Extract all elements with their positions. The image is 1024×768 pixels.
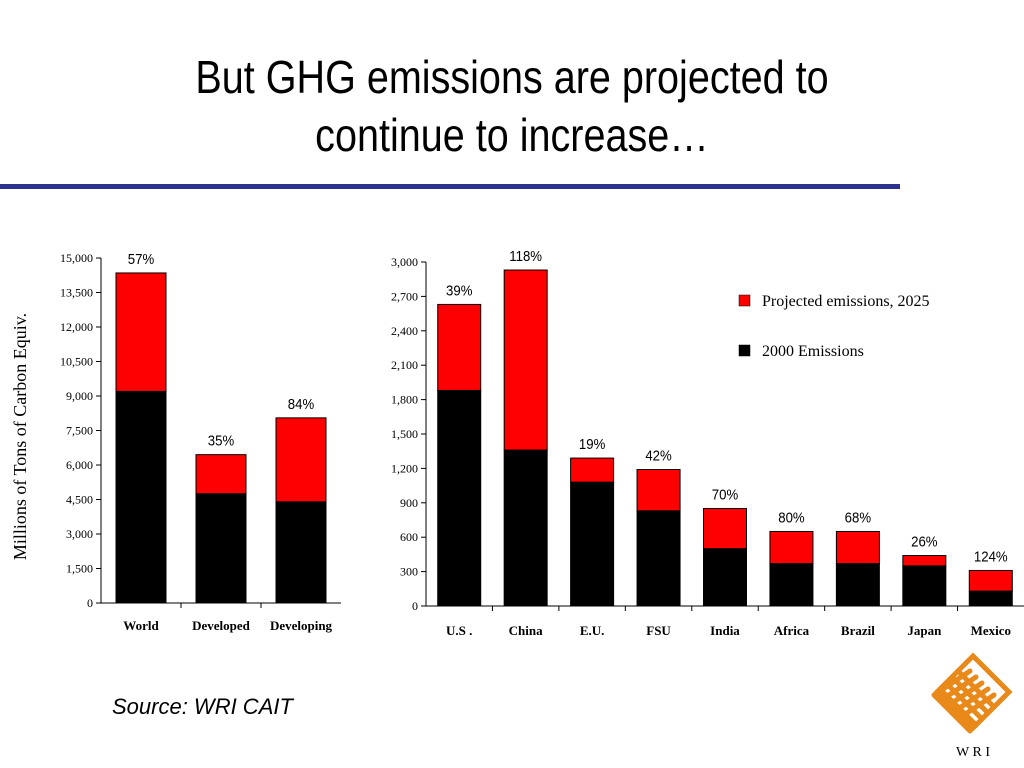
country-emissions-chart: 0 300 600 900 1,200 1,500 1,800 2,100 2,400 2,700…: [391, 247, 1024, 638]
bar-projected-world: [115, 272, 167, 392]
y-tick-label: 600: [400, 530, 418, 544]
bar-2000-fsu: [636, 510, 681, 607]
bar-2000-e-u: [570, 481, 615, 607]
y-tick-label: 1,500: [66, 562, 93, 576]
bar-projected-u-s: [437, 303, 482, 391]
data-label-china: 118%: [509, 247, 542, 264]
logo-weave: [931, 692, 973, 734]
title-rule: [0, 184, 900, 189]
logo-weave: [964, 692, 997, 716]
logo-weave: [949, 674, 991, 716]
bar-2000-africa: [769, 563, 814, 607]
data-label-brazil: 68%: [845, 509, 872, 526]
category-label-brazil: Brazil: [841, 623, 875, 638]
legend-label-projected-emissions-2025: Projected emissions, 2025: [762, 293, 930, 310]
y-tick-label: 4,500: [66, 493, 93, 507]
bar-projected-africa: [769, 530, 814, 565]
bar-projected-fsu: [636, 469, 681, 512]
wri-knot-icon: [931, 652, 1013, 734]
bar-2000-developing: [275, 501, 327, 604]
logo-weave: [937, 686, 979, 728]
y-tick-label: 7,500: [66, 424, 93, 438]
wri-logo-text: W R I: [956, 745, 990, 760]
y-tick-label: 12,000: [60, 320, 93, 334]
source-note: Source: WRI CAIT: [112, 694, 293, 719]
bar-projected-india: [703, 508, 747, 550]
data-label-developing: 84%: [288, 395, 315, 412]
y-tick-label: 2,100: [391, 358, 418, 372]
bar-2000-brazil: [835, 563, 880, 607]
bar-2000-india: [703, 548, 747, 607]
logo-weave: [958, 686, 991, 710]
bar-2000-developed: [195, 493, 247, 604]
slide-title-line-1: But GHG emissions are projected to: [195, 51, 829, 103]
category-label-fsu: FSU: [646, 623, 671, 638]
category-label-africa: Africa: [774, 623, 810, 638]
bar-projected-mexico: [968, 569, 1013, 592]
y-tick-label: 2,700: [391, 289, 418, 303]
logo-weave: [943, 680, 985, 722]
slide-title-line-2: continue to increase…: [315, 109, 709, 161]
data-label-world: 57%: [128, 250, 155, 267]
bar-projected-developing: [275, 417, 327, 503]
bar-2000-u-s: [437, 389, 482, 607]
bar-projected-china: [503, 269, 548, 451]
data-label-mexico: 124%: [974, 548, 1008, 565]
y-axis-label: Millions of Tons of Carbon Equiv.: [10, 313, 30, 560]
legend-swatch-projected-emissions-2025: [738, 294, 751, 307]
legend-swatch-2000-emissions: [738, 344, 751, 357]
category-label-e-u: E.U.: [580, 623, 605, 638]
category-label-india: India: [710, 623, 740, 638]
legend-label-2000-emissions: 2000 Emissions: [762, 343, 864, 360]
bar-projected-developed: [195, 454, 247, 495]
category-label-china: China: [509, 623, 543, 638]
y-tick-label: 15,000: [60, 251, 93, 265]
slide-title: But GHG emissions are projected to conti…: [72, 48, 953, 164]
bar-2000-world: [115, 390, 167, 604]
category-label-japan: Japan: [907, 623, 942, 638]
category-label-u-s: U.S .: [446, 623, 472, 638]
category-label-world: World: [123, 618, 159, 633]
bar-projected-japan: [902, 555, 947, 567]
bar-2000-japan: [902, 565, 947, 607]
data-label-u-s: 39%: [446, 282, 473, 299]
category-label-developed: Developed: [192, 618, 251, 633]
data-label-japan: 26%: [911, 533, 938, 550]
bar-2000-mexico: [968, 590, 1013, 607]
data-label-india: 70%: [712, 486, 739, 503]
y-tick-label: 0: [87, 596, 93, 610]
data-label-e-u: 19%: [579, 435, 606, 452]
wri-logo: W R I: [931, 652, 1013, 760]
category-label-developing: Developing: [270, 618, 333, 633]
bar-projected-brazil: [835, 530, 880, 565]
y-tick-label: 3,000: [66, 527, 93, 541]
data-label-developed: 35%: [208, 432, 235, 449]
y-tick-label: 2,400: [391, 324, 418, 338]
y-tick-label: 1,200: [391, 461, 418, 475]
y-tick-label: 300: [400, 565, 418, 579]
y-tick-label: 6,000: [66, 458, 93, 472]
y-tick-label: 13,500: [60, 286, 93, 300]
y-tick-label: 0: [412, 599, 418, 613]
y-tick-label: 3,000: [391, 255, 418, 269]
bar-2000-china: [503, 449, 548, 607]
data-label-fsu: 42%: [645, 447, 672, 464]
y-tick-label: 10,500: [60, 355, 93, 369]
y-tick-label: 1,500: [391, 427, 418, 441]
regional-emissions-chart: 0 1,500 3,000 4,500 6,000 7,500 9,000 10,500 12,…: [10, 250, 341, 633]
logo-outline: [933, 652, 1013, 732]
data-label-africa: 80%: [778, 509, 805, 526]
y-tick-label: 900: [400, 496, 418, 510]
category-label-mexico: Mexico: [971, 623, 1011, 638]
bar-projected-e-u: [570, 457, 615, 483]
y-tick-label: 1,800: [391, 393, 418, 407]
y-tick-label: 9,000: [66, 389, 93, 403]
